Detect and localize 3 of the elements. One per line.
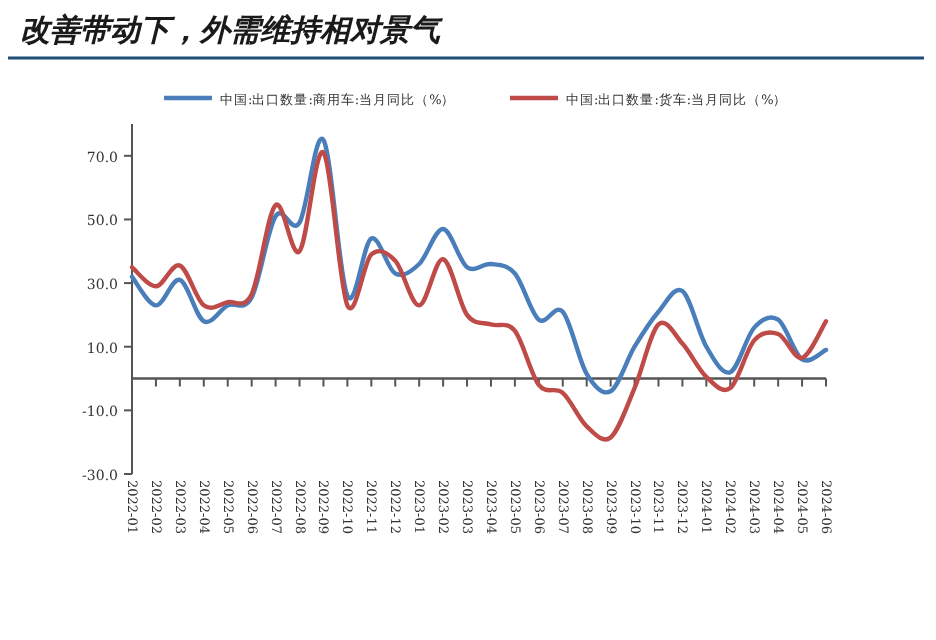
line-series [129, 150, 829, 442]
line-series [129, 137, 829, 394]
chart-title: 改善带动下，外需维持相对景气 [20, 12, 444, 48]
